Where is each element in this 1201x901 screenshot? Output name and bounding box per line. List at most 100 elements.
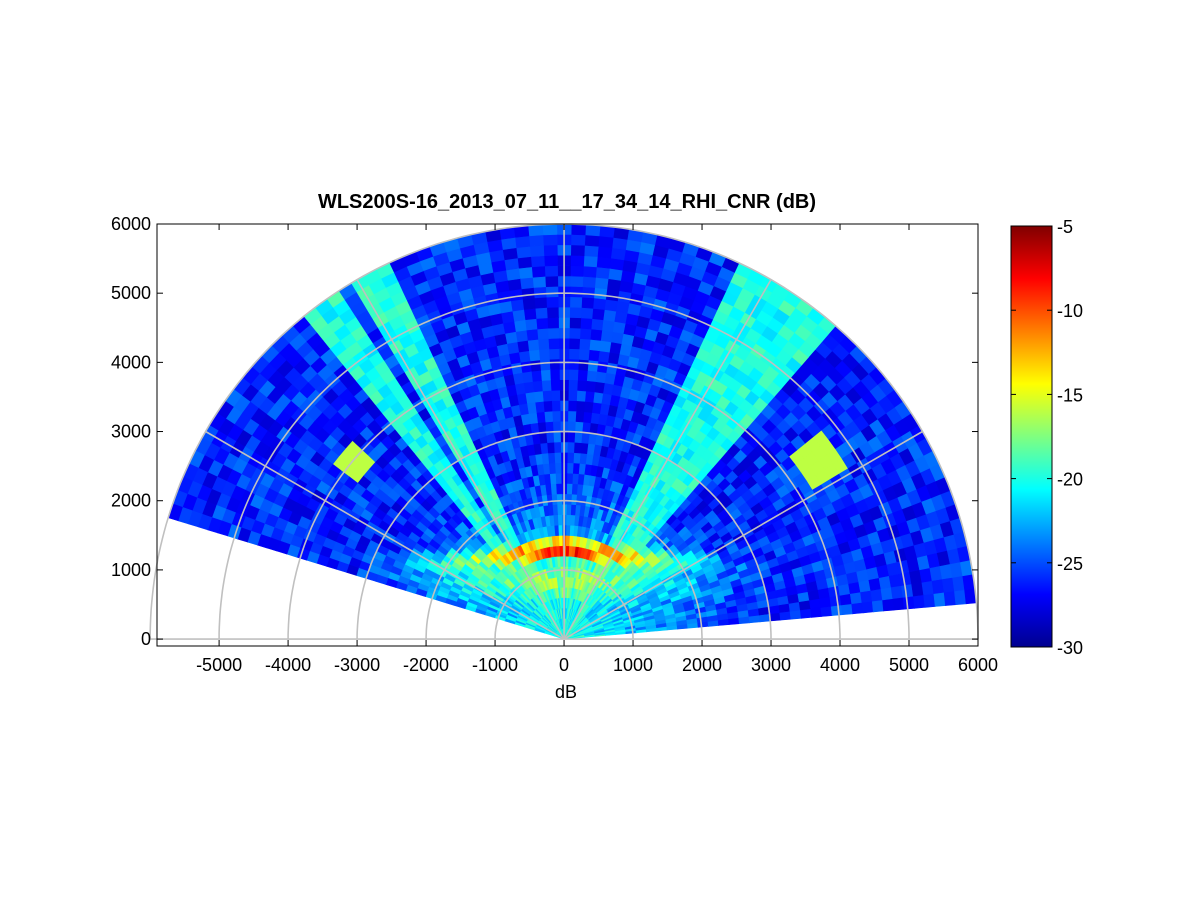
cnr-cell [528,349,541,362]
cnr-cell [568,337,581,350]
cnr-cell [870,588,883,602]
cnr-cell [549,368,560,381]
cnr-cell [552,420,561,433]
cnr-cell [530,255,545,268]
cnr-cell [849,591,863,605]
cnr-cell [779,610,792,621]
x-tick-label: -1000 [472,655,518,675]
cnr-cell [591,307,605,321]
cnr-cell [588,338,601,352]
cnr-cell [565,524,571,536]
cnr-cell [597,235,614,249]
cnr-cell [505,267,521,281]
cnr-cell [511,309,526,322]
cnr-cell [543,410,554,423]
cnr-cell [566,441,575,453]
plot-area: -5000 -4000 -3000 -2000 -1000 0 1000 2000 3000 40… [111,214,998,675]
cnr-cell [901,583,914,598]
cnr-cell [923,593,936,608]
cnr-cell [567,400,577,412]
cnr-cell [535,317,549,330]
cnr-cell [583,244,599,257]
cnr-cell [607,267,623,281]
cnr-cell [566,483,573,495]
chart-title: WLS200S-16_2013_07_11__17_34_14_RHI_CNR … [318,191,816,213]
cnr-cell [576,390,587,402]
cnr-cell [550,389,561,402]
x-tick-label: -3000 [334,655,380,675]
cnr-cell [882,598,895,612]
cnr-cell [518,266,533,279]
cnr-cell [597,350,610,363]
cnr-cell [523,307,537,321]
cnr-cell [569,296,583,308]
cnr-cell [571,472,579,485]
cnr-cell [588,349,600,362]
cnr-cell [582,265,597,278]
colorbar: -5 -10 -15 -20 -25 -30 [1010,217,1083,658]
cnr-cell [556,493,563,505]
cnr-cell [515,329,528,343]
y-tick-label: 3000 [111,422,151,442]
cnr-cell [552,431,561,443]
cnr-cell [933,591,946,607]
cnr-cell [510,298,525,312]
x-tick-label: -4000 [265,655,311,675]
cnr-cell [579,327,592,340]
cnr-cell [565,514,571,526]
cnr-cell [553,451,562,464]
cnr-cell [553,441,562,453]
cnr-cell [596,256,612,269]
cnr-cell [548,348,560,360]
cnr-cell [604,298,618,312]
cnr-cell [892,596,905,611]
cnr-cell [570,244,585,257]
cnr-cell [555,483,562,495]
cnr-cell [566,451,575,464]
y-tick-label: 5000 [111,283,151,303]
colorbar-tick-label: -10 [1057,301,1083,321]
x-tick-label: 4000 [820,655,860,675]
cnr-cell [591,401,602,414]
cnr-cell [590,318,604,331]
cnr-cell [565,534,570,547]
cnr-cell [568,379,578,391]
cnr-cell [568,348,580,360]
colorbar-tick-label: -5 [1057,217,1073,237]
cnr-cell [578,348,590,361]
cnr-cell [829,594,842,607]
cnr-cell [520,287,535,300]
cnr-cell [579,317,593,330]
cnr-cell [527,338,540,352]
cnr-cell [573,441,582,454]
cnr-cell [581,296,595,309]
x-tick-label: 2000 [682,655,722,675]
cnr-cell [589,328,603,341]
cnr-cell [599,340,612,353]
cnr-cell [546,441,555,454]
cnr-cell [545,285,559,298]
cnr-cell [565,545,570,557]
cnr-cell [580,307,594,319]
cnr-cell [575,410,585,423]
cnr-cell [577,369,588,381]
cnr-cell [569,275,584,288]
cnr-cell [547,337,560,350]
cnr-cell [820,605,833,617]
cnr-cell [570,493,578,506]
cnr-cell [573,431,583,444]
cnr-cell [517,256,532,269]
cnr-cell [554,462,562,474]
y-tick-label: 1000 [111,560,151,580]
cnr-cell [567,431,576,443]
cnr-cell [530,369,542,382]
cnr-cell [537,338,550,350]
cnr-cell [570,234,586,246]
x-tick-label: -2000 [403,655,449,675]
cnr-cell [609,341,622,355]
cnr-cell [551,410,561,422]
cnr-cell [581,421,591,434]
cnr-cell [810,607,823,618]
cnr-cell [593,381,605,394]
cnr-cell [516,340,530,353]
